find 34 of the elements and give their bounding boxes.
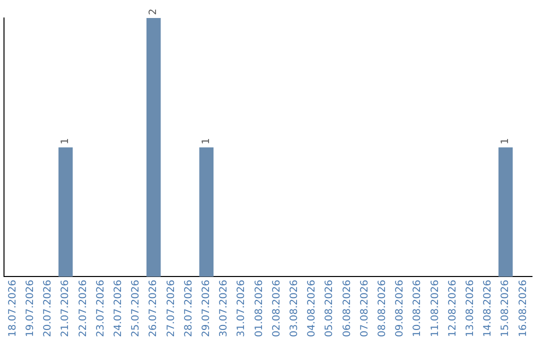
x-tick-label: 31.07.2026 xyxy=(236,280,248,338)
data-label: 1 xyxy=(200,138,212,144)
x-tick-label: 26.07.2026 xyxy=(148,280,160,338)
x-tick-label: 25.07.2026 xyxy=(130,280,142,338)
x-tick-label: 13.08.2026 xyxy=(464,280,476,338)
x-tick-label: 18.07.2026 xyxy=(7,280,18,338)
x-tick-label: 22.07.2026 xyxy=(78,280,89,338)
x-tick-label: 23.07.2026 xyxy=(95,280,106,338)
x-tick-label: 16.08.2026 xyxy=(518,280,529,338)
x-tick-label: 11.08.2026 xyxy=(430,280,441,338)
x-tick-label: 29.07.2026 xyxy=(200,280,212,338)
data-label: 2 xyxy=(148,8,160,15)
x-tick-label: 01.08.2026 xyxy=(254,280,265,338)
x-tick-label: 03.08.2026 xyxy=(288,280,300,338)
x-tick-label: 27.07.2026 xyxy=(166,280,177,338)
x-tick-label: 21.07.2026 xyxy=(60,280,72,338)
x-tick-label: 06.08.2026 xyxy=(342,280,353,338)
x-tick-label: 09.08.2026 xyxy=(394,280,406,338)
x-tick-label: 24.07.2026 xyxy=(112,280,124,338)
x-tick-label: 15.08.2026 xyxy=(500,280,512,338)
x-tick-label: 12.08.2026 xyxy=(447,280,458,338)
data-label: 1 xyxy=(60,138,72,144)
x-tick-label: 14.08.2026 xyxy=(482,280,494,338)
data-label: 1 xyxy=(500,138,512,144)
x-tick-label: 07.08.2026 xyxy=(359,280,370,338)
x-tick-label: 02.08.2026 xyxy=(271,280,282,338)
x-tick-label: 19.07.2026 xyxy=(24,280,36,338)
x-tick-label: 28.07.2026 xyxy=(183,280,194,338)
x-tick-label: 30.07.2026 xyxy=(218,280,230,338)
x-tick-label: 08.08.2026 xyxy=(376,280,388,338)
x-tick-label: 20.07.2026 xyxy=(42,280,54,338)
x-tick-label: 05.08.2026 xyxy=(324,280,336,338)
x-tick-label: 10.08.2026 xyxy=(412,280,424,338)
x-tick-label: 04.08.2026 xyxy=(306,280,318,338)
